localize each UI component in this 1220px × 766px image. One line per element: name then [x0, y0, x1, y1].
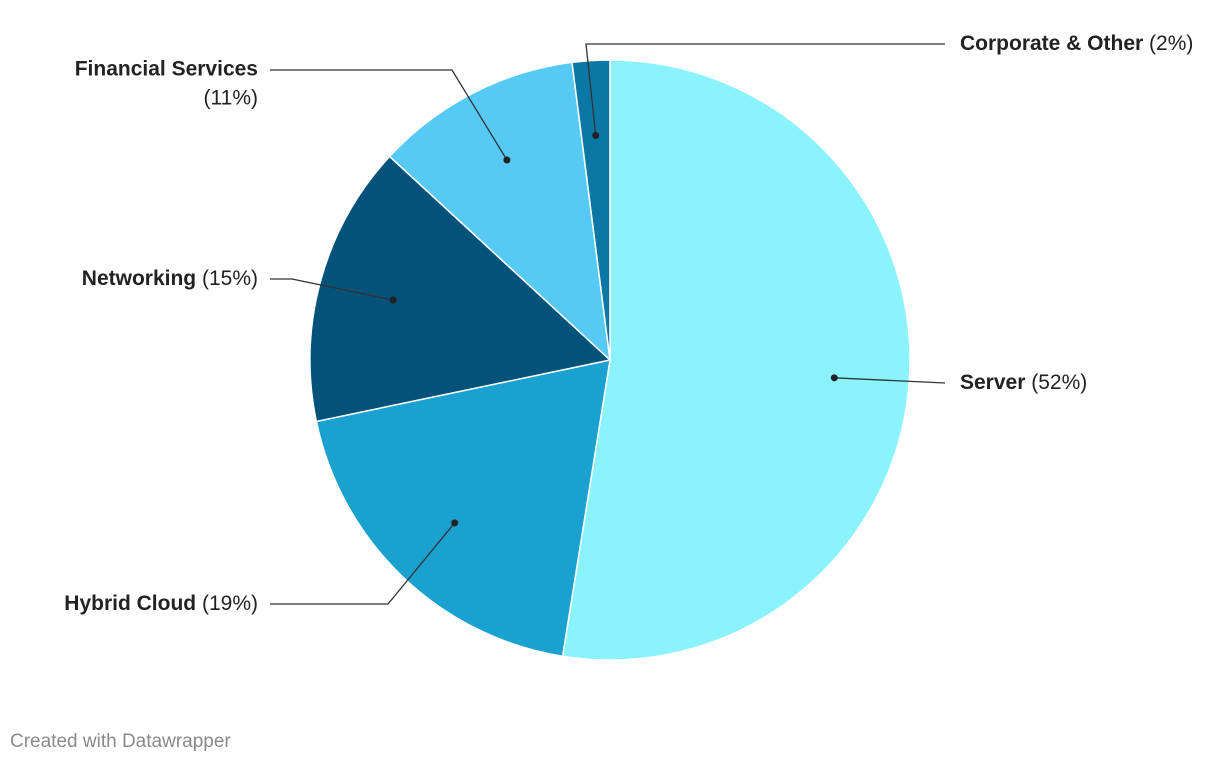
slice-value-label: (52%) — [1031, 371, 1087, 394]
slice-name: Server — [960, 371, 1025, 394]
leader-line — [834, 377, 946, 384]
pie-slice — [309, 155, 612, 423]
pie-slice — [388, 61, 612, 362]
leader-line — [270, 69, 508, 161]
slice-label: Networking (15%) — [82, 267, 258, 290]
slice-value-label: (11%) — [204, 87, 258, 110]
slice-value-label: (2%) — [1149, 32, 1193, 55]
leader-line — [585, 43, 945, 136]
slice-label: Server (52%) — [960, 371, 1087, 394]
pie-slice — [315, 359, 611, 658]
leader-line — [270, 278, 394, 301]
pie-slice — [561, 59, 911, 661]
leader-line — [270, 522, 456, 605]
slice-value-label: (15%) — [202, 267, 258, 290]
slice-label: Corporate & Other (2%) — [960, 32, 1193, 55]
slice-name: Networking — [82, 267, 196, 290]
leader-dot — [389, 296, 397, 304]
slice-label: Financial Services — [75, 58, 258, 81]
credit: Created with Datawrapper — [10, 731, 231, 752]
leader-dot — [451, 519, 459, 527]
slice-label: Hybrid Cloud (19%) — [64, 592, 258, 615]
slice-name: Corporate & Other — [960, 32, 1143, 55]
slice-value-label: (19%) — [202, 592, 258, 615]
leader-dot — [592, 131, 600, 139]
leader-dot — [830, 374, 838, 382]
leader-dot — [503, 156, 511, 164]
slice-name: Hybrid Cloud — [64, 592, 196, 615]
pie-slice — [571, 59, 611, 361]
